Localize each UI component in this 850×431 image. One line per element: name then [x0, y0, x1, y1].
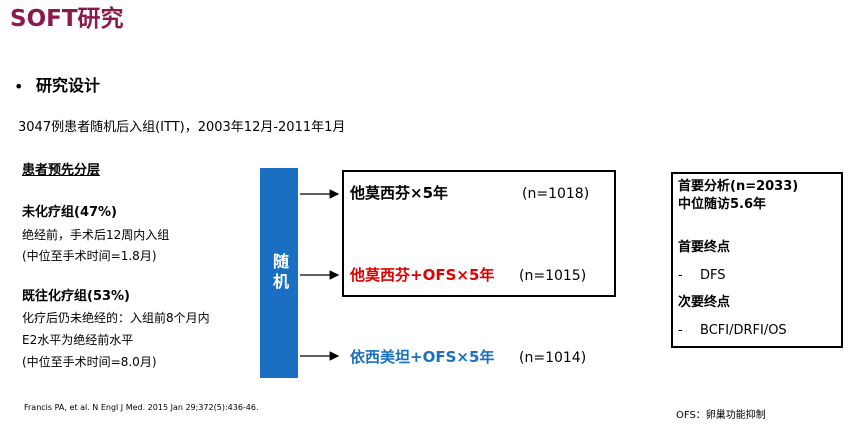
- section: 研究设计: [36, 76, 101, 95]
- endpoint-heading: 次要终点: [678, 295, 731, 310]
- group-line: 绝经前，手术后12周内入组: [22, 228, 170, 242]
- dash: -: [678, 268, 683, 283]
- arm-label: 他莫西芬+OFS×5年: [350, 266, 495, 284]
- arms-box: [342, 170, 616, 297]
- note: OFS：卵巢功能抑制: [676, 410, 766, 421]
- arm-label: 依西美坦+OFS×5年: [350, 348, 495, 366]
- group-title: 既往化疗组(53%): [22, 289, 130, 304]
- group-title: 未化疗组(47%): [22, 205, 117, 220]
- analysis-box: [671, 172, 843, 348]
- endpoint: BCFI/DRFI/OS: [700, 323, 787, 338]
- group-line: (中位至手术时间=1.8月): [22, 249, 157, 263]
- group-line: 化疗后仍未绝经的：入组前8个月内: [22, 311, 210, 325]
- endpoint-heading: 首要终点: [678, 240, 731, 255]
- randomization-box: 随机: [260, 168, 298, 378]
- group-line: (中位至手术时间=8.0月): [22, 355, 157, 369]
- group-line: E2水平为绝经前水平: [22, 333, 134, 347]
- bullet: •: [14, 77, 24, 96]
- arm-n: (n=1014): [519, 350, 587, 366]
- primary-analysis: 首要分析(n=2033): [678, 179, 799, 194]
- strat-heading: 患者预先分层: [22, 163, 101, 178]
- randomization-label: 随机: [270, 253, 289, 293]
- follow-up: 中位随访5.6年: [678, 197, 767, 212]
- arm-n: (n=1015): [519, 268, 587, 284]
- endpoint: DFS: [700, 268, 726, 283]
- subtitle: 3047例患者随机后入组(ITT)，2003年12月-2011年1月: [18, 120, 346, 135]
- title: SOFT研究: [10, 6, 124, 32]
- dash: -: [678, 323, 683, 338]
- arm-n: (n=1018): [522, 186, 590, 202]
- reference: Francis PA, et al. N Engl J Med. 2015 Ja…: [24, 403, 259, 412]
- arm-label: 他莫西芬×5年: [350, 184, 449, 202]
